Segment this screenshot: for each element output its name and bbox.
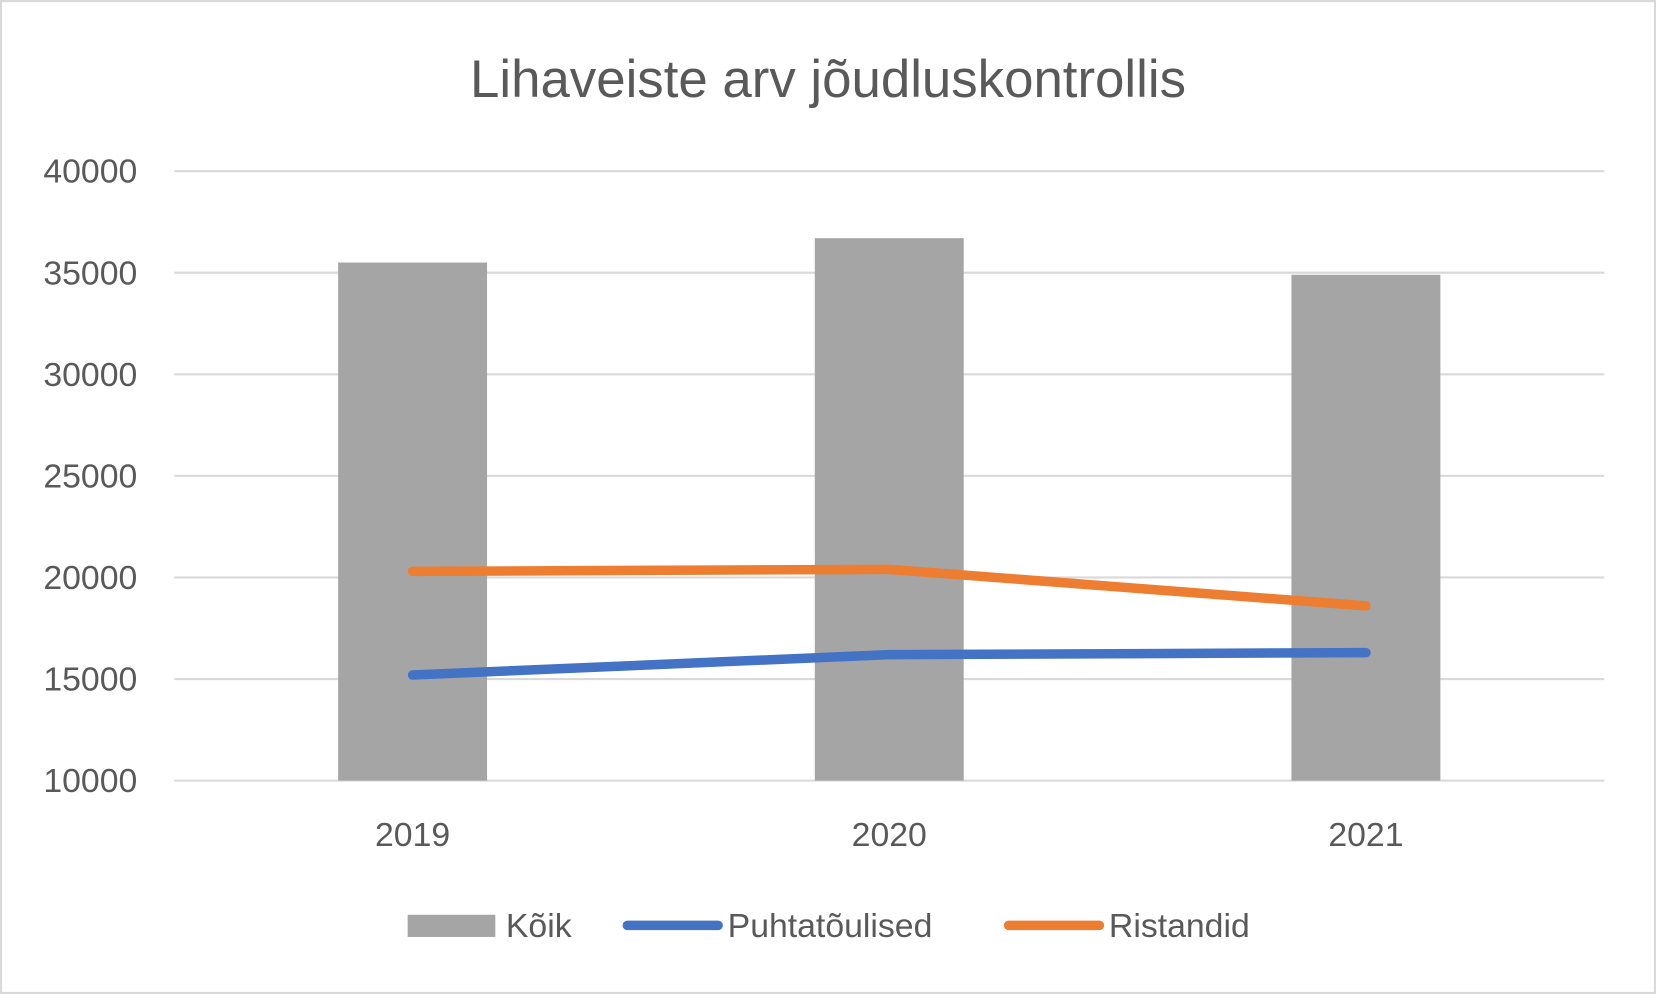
y-tick-label: 25000 [43,457,137,495]
bar-kõik-2020 [814,238,964,781]
bar-kõik-2021 [1291,274,1441,781]
y-tick-label: 30000 [43,356,137,394]
legend-label: Kõik [506,907,572,945]
y-tick-label: 10000 [43,762,137,800]
bar-kõik-2019 [338,262,488,781]
legend-swatch [407,914,496,937]
x-tick-label: 2019 [375,816,450,854]
legend-item-0: Kõik [407,907,572,945]
legend-label: Ristandid [1109,907,1250,945]
legend-item-2: Ristandid [1003,907,1250,945]
y-tick-label: 20000 [43,559,137,597]
legend-item-1: Puhtatõulised [622,907,933,945]
chart-title: Lihaveiste arv jõudluskontrollis [470,50,1186,109]
y-tick-label: 40000 [43,153,137,191]
y-tick-label: 35000 [43,254,137,292]
x-tick-label: 2020 [852,816,927,854]
y-tick-label: 15000 [43,661,137,699]
legend-label: Puhtatõulised [728,907,933,945]
x-tick-label: 2021 [1328,816,1403,854]
